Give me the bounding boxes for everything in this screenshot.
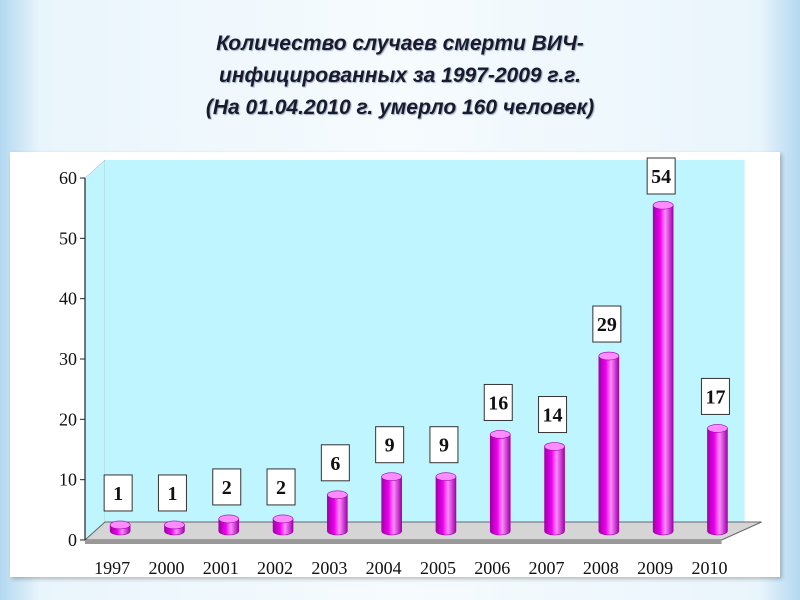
- data-label-box: [592, 305, 622, 343]
- y-tick-label: 0: [68, 530, 77, 550]
- y-tick-label: 20: [59, 409, 77, 429]
- bar-top: [598, 351, 620, 361]
- data-label-box: [320, 444, 350, 482]
- bar-body: [435, 476, 457, 536]
- bar: [598, 351, 620, 536]
- bar-body: [218, 518, 240, 536]
- data-label-box: [266, 468, 296, 506]
- data-label-box: [375, 426, 405, 464]
- data-label: 1: [113, 483, 123, 505]
- bar-top: [544, 442, 565, 451]
- x-tick-label: 2004: [366, 558, 402, 578]
- data-label: 9: [385, 435, 395, 457]
- x-tick-label: 2010: [691, 558, 727, 578]
- bar: [707, 424, 728, 536]
- bar-top: [707, 424, 728, 433]
- data-label: 17: [705, 386, 725, 408]
- y-tick-label: 10: [59, 470, 77, 490]
- title-line-3: (На 01.04.2010 г. умерло 160 человек): [205, 96, 595, 119]
- data-label-box: [646, 157, 676, 195]
- bar-body: [707, 428, 728, 536]
- data-label: 29: [597, 314, 617, 336]
- data-label: 14: [543, 405, 563, 427]
- y-tick-label: 50: [59, 228, 77, 248]
- data-label-box: [483, 383, 513, 421]
- bar: [272, 514, 294, 536]
- bar-top: [435, 472, 457, 482]
- x-tick-label: 2008: [583, 558, 619, 578]
- x-tick-label: 2007: [529, 558, 565, 578]
- bar: [435, 472, 457, 536]
- data-label: 54: [651, 166, 671, 188]
- y-tick-label: 40: [59, 289, 77, 309]
- data-label-box: [212, 468, 242, 506]
- data-label: 2: [276, 477, 286, 499]
- data-label-box: [103, 474, 133, 512]
- data-label-box: [429, 426, 459, 464]
- y-tick-label: 60: [59, 168, 77, 188]
- data-label-box: [700, 377, 730, 415]
- x-tick-label: 2003: [311, 558, 347, 578]
- data-label: 1: [167, 483, 177, 505]
- bar-body: [652, 204, 674, 536]
- x-tick-label: 2006: [474, 558, 510, 578]
- bar: [489, 430, 511, 536]
- bar-top: [652, 200, 674, 210]
- bar-body: [489, 434, 511, 536]
- bar-body: [544, 446, 565, 536]
- bar-body: [327, 494, 348, 536]
- bar-top: [272, 514, 294, 524]
- data-label-box: [157, 474, 187, 512]
- title-line-2: инфицированных за 1997-2009 г.г.: [219, 64, 581, 87]
- data-label: 16: [488, 392, 508, 414]
- x-tick-label: 2002: [257, 558, 293, 578]
- floor-edge: [85, 540, 722, 544]
- x-tick-label: 2001: [203, 558, 239, 578]
- x-tick-label: 2000: [148, 558, 184, 578]
- bar-top: [381, 472, 402, 482]
- chart-title: Количество случаев смерти ВИЧ- инфициров…: [0, 28, 800, 124]
- bar: [327, 490, 348, 536]
- data-label-box: [538, 396, 568, 434]
- bar-body: [381, 476, 402, 536]
- bar: [652, 200, 674, 536]
- data-label: 9: [439, 435, 449, 457]
- bar-top: [109, 520, 131, 530]
- y-tick-label: 30: [59, 349, 77, 369]
- bar: [544, 442, 565, 536]
- side-wall: [84, 159, 106, 541]
- bar: [218, 514, 240, 536]
- bar-body: [598, 355, 620, 536]
- data-label: 2: [222, 477, 232, 499]
- bar-top: [327, 490, 348, 500]
- bar-body: [272, 518, 294, 536]
- bar: [164, 520, 185, 536]
- x-tick-label: 2005: [420, 558, 456, 578]
- x-tick-label: 2009: [637, 558, 673, 578]
- x-tick-label: 1997: [94, 558, 130, 578]
- title-line-1: Количество случаев смерти ВИЧ-: [216, 32, 584, 55]
- bar: [109, 520, 131, 536]
- bar-top: [164, 520, 185, 530]
- bar-top: [489, 430, 511, 439]
- bar: [381, 472, 402, 536]
- back-wall: [105, 160, 745, 522]
- bar-top: [218, 514, 240, 524]
- data-label: 6: [330, 453, 340, 475]
